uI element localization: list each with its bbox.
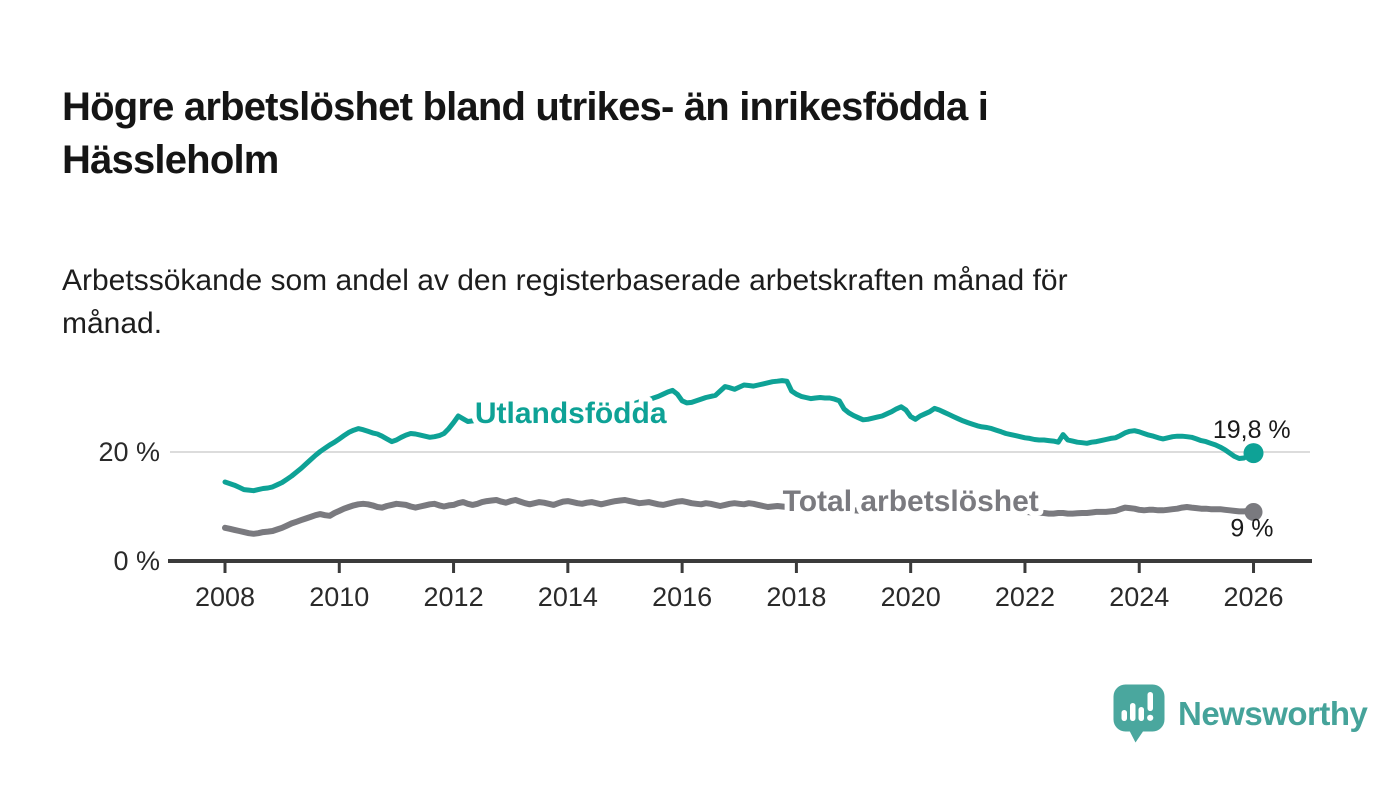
series-end-dot-utlandsfodda [1243, 443, 1264, 464]
x-tick-label: 2026 [1223, 582, 1283, 612]
series-end-value-total-arbetsloshet: 9 % [1230, 514, 1273, 542]
x-tick-label: 2024 [1109, 582, 1169, 612]
newsworthy-logo: Newsworthy [1113, 684, 1368, 744]
x-tick-label: 2012 [424, 582, 484, 612]
x-tick-label: 2022 [995, 582, 1055, 612]
newsworthy-speech-bubble-bar-chart-icon [1113, 684, 1165, 743]
unemployment-line-chart: 2008 2010 2012 2014 2016 2018 2020 2022 2024 2026… [98, 378, 1312, 612]
x-tick-label: 2010 [309, 582, 369, 612]
series-label-total-arbetsloshet: Total arbetslöshet [783, 485, 1039, 518]
x-tick-label: 2020 [881, 582, 941, 612]
series-label-utlandsfodda: Utlandsfödda [475, 397, 667, 430]
series-line-total-arbetsloshet [222, 497, 1257, 537]
y-tick-label: 0 % [113, 546, 160, 576]
page-title: Högre arbetslöshet bland utrikes- än inr… [62, 84, 989, 182]
chart-subtitle: Arbetssökande som andel av den registerb… [62, 264, 1068, 341]
y-tick-label: 20 % [98, 437, 160, 467]
x-tick-label: 2016 [652, 582, 712, 612]
series-end-dot-total-arbetsloshet [1244, 502, 1263, 521]
series-end-value-utlandsfodda: 19,8 % [1213, 416, 1291, 444]
x-tick-label: 2008 [195, 582, 255, 612]
x-tick-label: 2018 [766, 582, 826, 612]
x-tick-label: 2014 [538, 582, 598, 612]
series-line-utlandsfodda [222, 378, 1256, 494]
newsworthy-logo-text: Newsworthy [1178, 695, 1368, 732]
